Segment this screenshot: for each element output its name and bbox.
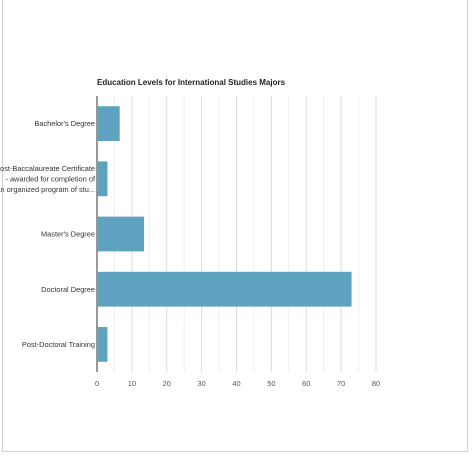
x-tick-label: 70 xyxy=(337,379,345,388)
bar[interactable] xyxy=(97,271,352,307)
chart-frame xyxy=(2,0,468,452)
x-tick-label: 30 xyxy=(198,379,206,388)
x-tick-label: 10 xyxy=(128,379,136,388)
category-label: Post-Doctoral Training xyxy=(22,340,95,349)
bar[interactable] xyxy=(97,161,108,197)
x-tick-label: 40 xyxy=(232,379,240,388)
chart-title: Education Levels for International Studi… xyxy=(97,78,286,87)
category-label: an organized program of stu... xyxy=(0,185,95,194)
category-label: - awarded for completion of xyxy=(5,174,96,183)
x-tick-label: 20 xyxy=(163,379,171,388)
bar[interactable] xyxy=(97,216,145,252)
x-tick-label: 50 xyxy=(267,379,275,388)
category-label: Master's Degree xyxy=(41,230,95,239)
x-tick-label: 80 xyxy=(372,379,380,388)
category-labels: Bachelor's Degree Post-Baccalaureate Cert… xyxy=(0,119,96,349)
x-axis-ticks: 0 10 20 30 40 50 60 70 80 xyxy=(95,379,380,388)
bar[interactable] xyxy=(97,327,108,362)
grid-lines xyxy=(96,96,377,372)
category-label: Post-Baccalaureate Certificate xyxy=(0,164,95,173)
bars xyxy=(97,106,352,362)
category-label: Bachelor's Degree xyxy=(34,119,95,128)
x-tick-label: 60 xyxy=(302,379,310,388)
x-tick-label: 0 xyxy=(95,379,99,388)
bar[interactable] xyxy=(97,106,120,141)
category-label: Doctoral Degree xyxy=(41,285,95,294)
